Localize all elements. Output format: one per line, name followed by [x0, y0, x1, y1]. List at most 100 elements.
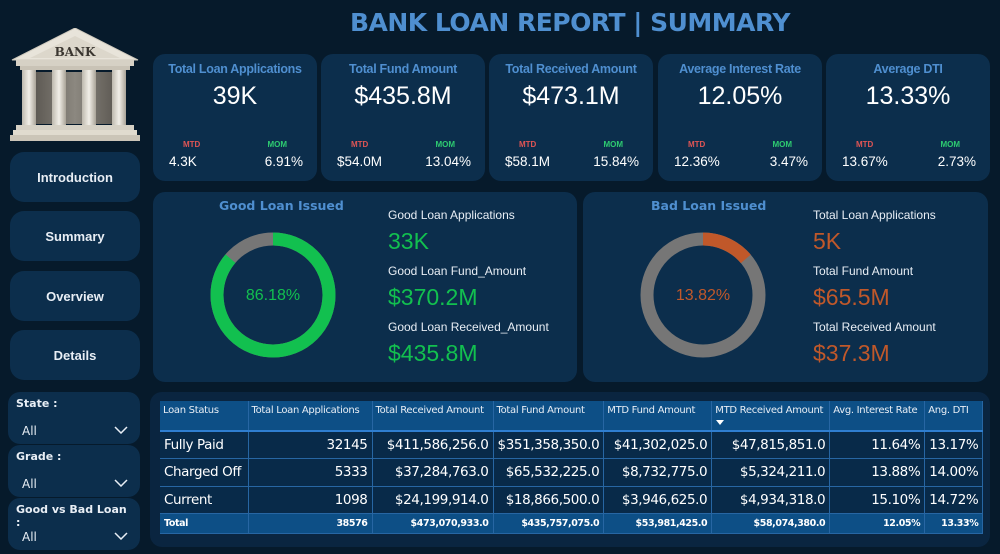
- table-total-row: Total 38576 $473,070,933.0 $435,757,075.…: [160, 513, 984, 534]
- table-cell: 1098: [248, 486, 373, 514]
- mtd-label: MTD: [351, 140, 369, 149]
- mtd-label: MTD: [183, 140, 201, 149]
- good-loan-panel: Good Loan Issued 86.18% Good Loan Applic…: [153, 192, 577, 382]
- table-cell: 14.72%: [924, 486, 984, 514]
- mtd-value: $54.0M: [337, 154, 383, 169]
- nav-label: Overview: [46, 288, 104, 304]
- metric-label: Good Loan Fund_Amount: [388, 264, 527, 278]
- nav-label: Summary: [45, 228, 105, 244]
- table-header-row: Loan Status Total Loan Applications Tota…: [160, 401, 984, 432]
- table-cell: $65,532,225.0: [493, 458, 605, 487]
- metric-label: Total Loan Applications: [813, 208, 936, 222]
- column-header[interactable]: Ang. DTI: [924, 401, 984, 432]
- column-header[interactable]: Loan Status: [160, 401, 249, 432]
- mtd-label: MTD: [519, 140, 537, 149]
- kpi-title: Total Received Amount: [505, 62, 637, 76]
- loan-status-table-panel: Loan Status Total Loan Applications Tota…: [150, 392, 990, 547]
- kpi-card-total-received-amount: Total Received Amount $473.1M MTD MOM $5…: [489, 54, 653, 181]
- table-cell: $58,074,380.0: [711, 513, 831, 534]
- sort-descending-icon: [716, 420, 725, 425]
- kpi-value: $473.1M: [522, 82, 620, 110]
- metric-label: Good Loan Received_Amount: [388, 320, 549, 334]
- kpi-value: 39K: [212, 82, 258, 110]
- table-cell: $5,324,211.0: [711, 458, 831, 487]
- bad-loan-donut-chart: [640, 232, 766, 358]
- mom-value: 2.73%: [937, 154, 976, 169]
- nav-label: Details: [53, 347, 97, 363]
- kpi-value: $435.8M: [354, 82, 452, 110]
- grade-filter-dropdown[interactable]: Grade : All: [8, 445, 140, 497]
- column-header-label: MTD Received Amount: [715, 405, 824, 416]
- filter-value: All: [22, 477, 37, 491]
- table-cell: 32145: [248, 431, 373, 459]
- column-header[interactable]: Total Received Amount: [372, 401, 494, 432]
- mtd-label: MTD: [688, 140, 706, 149]
- metric-value: 33K: [388, 228, 429, 254]
- table-row: Charged Off 5333 $37,284,763.0 $65,532,2…: [160, 458, 984, 487]
- mom-label: MOM: [603, 140, 623, 149]
- table-cell: Fully Paid: [160, 431, 249, 459]
- bad-loan-percent: 13.82%: [675, 287, 731, 304]
- filter-value: All: [22, 424, 37, 438]
- table-cell: $435,757,075.0: [493, 513, 605, 534]
- table-cell: $3,946,625.0: [603, 486, 713, 514]
- kpi-card-average-dti: Average DTI 13.33% MTD MOM 13.67% 2.73%: [826, 54, 990, 181]
- bank-logo-icon: BANK: [10, 28, 140, 141]
- metric-label: Good Loan Applications: [388, 208, 515, 222]
- nav-introduction-button[interactable]: Introduction: [10, 152, 140, 202]
- good-loan-donut-chart: [210, 232, 336, 358]
- mom-value: 15.84%: [593, 154, 639, 169]
- mom-label: MOM: [435, 140, 455, 149]
- mtd-value: 4.3K: [169, 154, 197, 169]
- filter-label: Good vs Bad Loan :: [16, 503, 127, 529]
- table-cell: 14.00%: [924, 458, 984, 487]
- nav-summary-button[interactable]: Summary: [10, 211, 140, 261]
- table-row: Current 1098 $24,199,914.0 $18,866,500.0…: [160, 486, 984, 514]
- chevron-down-icon: [114, 426, 128, 434]
- table-cell: $8,732,775.0: [603, 458, 713, 487]
- column-header-sorted[interactable]: MTD Received Amount: [711, 401, 831, 432]
- mom-value: 13.04%: [425, 154, 471, 169]
- kpi-title: Average DTI: [873, 62, 943, 76]
- table-cell: $24,199,914.0: [372, 486, 494, 514]
- table-cell: Total: [160, 513, 249, 534]
- table-cell: $473,070,933.0: [372, 513, 494, 534]
- column-header[interactable]: Total Loan Applications: [248, 401, 373, 432]
- metric-label: Total Received Amount: [813, 320, 936, 334]
- mtd-value: 13.67%: [842, 154, 888, 169]
- table-cell: Current: [160, 486, 249, 514]
- table-cell: $37,284,763.0: [372, 458, 494, 487]
- table-cell: 12.05%: [829, 513, 926, 534]
- metric-label: Total Fund Amount: [813, 264, 914, 278]
- page-title: BANK LOAN REPORT | SUMMARY: [349, 8, 791, 37]
- table-cell: $351,358,350.0: [493, 431, 605, 459]
- mtd-value: $58.1M: [505, 154, 551, 169]
- column-header[interactable]: Total Fund Amount: [493, 401, 605, 432]
- nav-details-button[interactable]: Details: [10, 330, 140, 380]
- table-cell: $47,815,851.0: [711, 431, 831, 459]
- state-filter-dropdown[interactable]: State : All: [8, 392, 140, 444]
- metric-value: $37.3M: [813, 340, 890, 366]
- kpi-value: 12.05%: [697, 82, 783, 110]
- kpi-title: Total Loan Applications: [168, 62, 302, 76]
- table-cell: 5333: [248, 458, 373, 487]
- metric-value: $370.2M: [388, 284, 478, 310]
- mom-label: MOM: [940, 140, 960, 149]
- table-row: Fully Paid 32145 $411,586,256.0 $351,358…: [160, 431, 984, 459]
- chevron-down-icon: [114, 532, 128, 540]
- filter-value: All: [22, 530, 37, 544]
- kpi-title: Average Interest Rate: [679, 62, 801, 76]
- column-header[interactable]: MTD Fund Amount: [603, 401, 713, 432]
- table-cell: 15.10%: [829, 486, 926, 514]
- mtd-label: MTD: [856, 140, 874, 149]
- kpi-title: Total Fund Amount: [348, 62, 458, 76]
- table-cell: 11.64%: [829, 431, 926, 459]
- nav-overview-button[interactable]: Overview: [10, 271, 140, 321]
- mom-label: MOM: [267, 140, 287, 149]
- table-cell: $18,866,500.0: [493, 486, 605, 514]
- good-vs-bad-loan-filter-dropdown[interactable]: Good vs Bad Loan : All: [8, 498, 140, 550]
- column-header[interactable]: Avg. Interest Rate: [829, 401, 926, 432]
- mom-value: 3.47%: [769, 154, 808, 169]
- good-loan-title: Good Loan Issued: [219, 198, 344, 213]
- table-cell: 13.33%: [924, 513, 984, 534]
